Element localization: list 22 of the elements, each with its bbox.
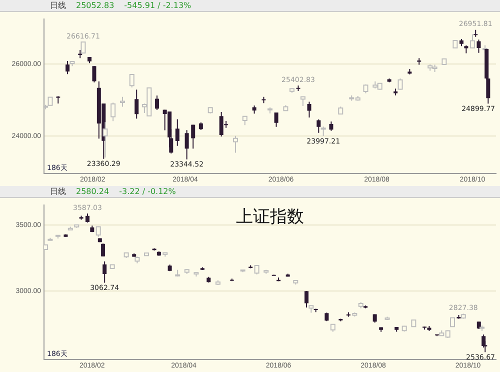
candlestick	[316, 118, 321, 134]
text: 25052.83	[76, 0, 114, 11]
candlestick	[92, 66, 96, 83]
candlestick	[184, 130, 189, 160]
candlestick	[329, 121, 334, 132]
candlestick	[102, 260, 107, 284]
candlestick	[155, 95, 159, 110]
candlestick	[191, 124, 196, 150]
candlestick	[175, 118, 180, 146]
candlestick	[101, 242, 106, 257]
text: -3.22 / -0.12%	[119, 186, 176, 197]
candlestick	[274, 112, 278, 128]
text: -545.91 / -2.13%	[124, 0, 192, 11]
chart-title: 上证指数	[236, 207, 304, 228]
candlestick	[304, 290, 308, 308]
candlestick	[134, 89, 139, 120]
candlestick	[476, 39, 481, 54]
candlestick	[66, 60, 70, 75]
text: 日线	[50, 186, 66, 197]
candlestick	[307, 101, 312, 118]
text: 2580.24	[76, 186, 110, 197]
text: 日线	[50, 0, 66, 11]
